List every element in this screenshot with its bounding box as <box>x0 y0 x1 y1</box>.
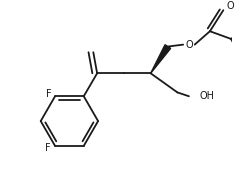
Text: F: F <box>45 143 50 153</box>
Text: O: O <box>185 40 193 50</box>
Text: OH: OH <box>199 91 214 101</box>
Polygon shape <box>151 45 171 73</box>
Text: F: F <box>45 89 51 99</box>
Text: O: O <box>226 1 234 11</box>
